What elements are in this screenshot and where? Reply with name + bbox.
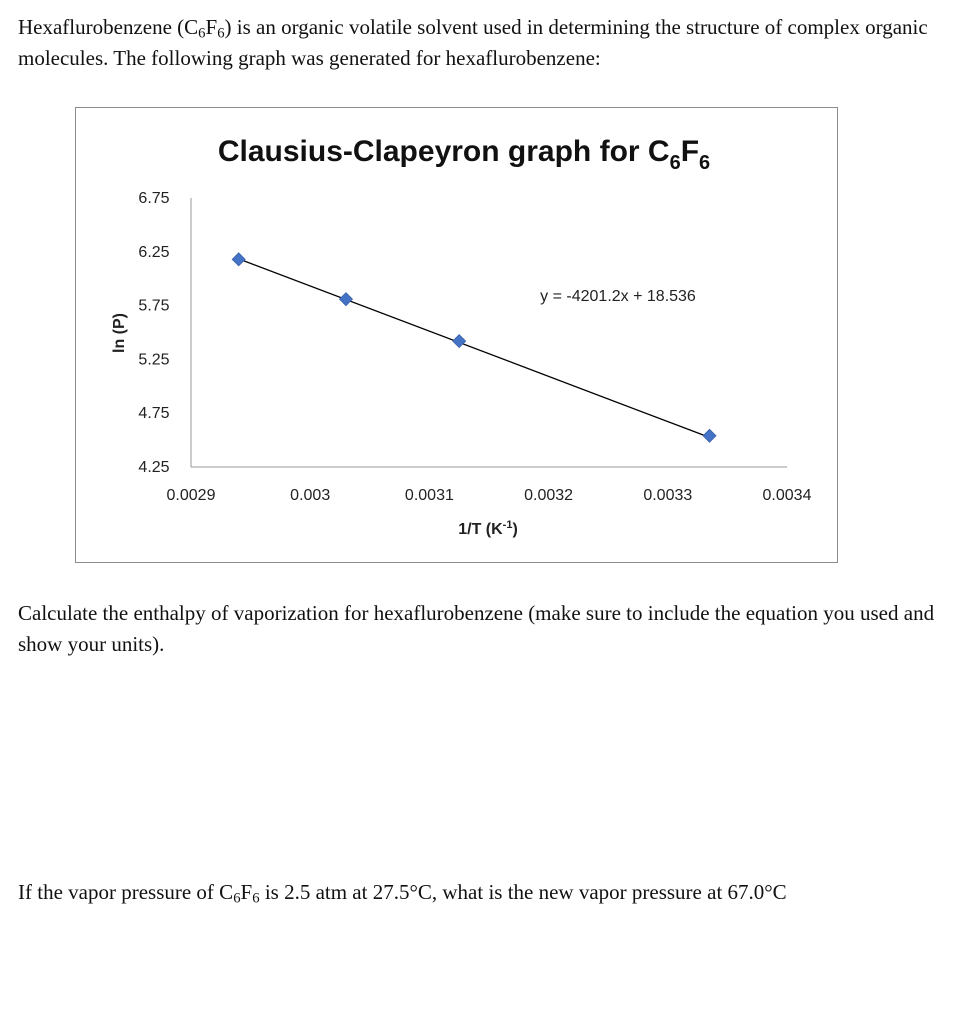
trendline-equation: y = -4201.2x + 18.536	[540, 288, 696, 305]
y-tick-label: 6.75	[138, 190, 169, 207]
chart-container: Clausius-Clapeyron graph for C6F6 6.75 6.…	[75, 107, 838, 563]
intro-paragraph: Hexaflurobenzene (C6F6) is an organic vo…	[18, 12, 958, 74]
x-axis-label: 1/T (K-1)	[458, 519, 518, 538]
x-tick-label: 0.0032	[524, 487, 573, 504]
intro-text-2: F	[205, 15, 218, 39]
y-tick-label: 4.75	[138, 405, 169, 422]
y-tick-label: 5.25	[138, 351, 169, 368]
question-1: Calculate the enthalpy of vaporization f…	[18, 601, 935, 656]
x-tick-label: 0.0029	[167, 487, 216, 504]
q2-text-3: is 2.5 atm at 27.5°C, what is the new va…	[259, 880, 787, 904]
trendline	[238, 258, 710, 439]
intro-subscript-1: 6	[198, 25, 206, 42]
chart-title: Clausius-Clapeyron graph for C6F6	[218, 135, 710, 174]
intro-subscript-2: 6	[217, 25, 225, 42]
chart-svg: Clausius-Clapeyron graph for C6F6 6.75 6.…	[111, 135, 812, 538]
intro-text-1: Hexaflurobenzene (C	[18, 15, 199, 39]
x-tick-label: 0.0034	[763, 487, 812, 504]
q2-text-1: If the vapor pressure of C	[18, 880, 234, 904]
y-axis-label: ln (P)	[111, 313, 128, 353]
x-tick-label: 0.003	[290, 487, 330, 504]
data-point	[702, 428, 717, 443]
q2-text-2: F	[240, 880, 253, 904]
q2-subscript-2: 6	[252, 890, 260, 907]
x-tick-label: 0.0033	[643, 487, 692, 504]
y-tick-label: 4.25	[138, 459, 169, 476]
data-point	[231, 252, 246, 267]
data-point	[338, 292, 354, 307]
question-2: If the vapor pressure of C6F6 is 2.5 atm…	[18, 877, 953, 908]
data-point	[452, 334, 467, 349]
q2-subscript-1: 6	[233, 890, 241, 907]
y-tick-label: 5.75	[138, 298, 169, 315]
x-tick-label: 0.0031	[405, 487, 454, 504]
y-tick-label: 6.25	[138, 244, 169, 261]
intro-text-3: ) is an organic volatile solvent used in…	[18, 15, 928, 70]
